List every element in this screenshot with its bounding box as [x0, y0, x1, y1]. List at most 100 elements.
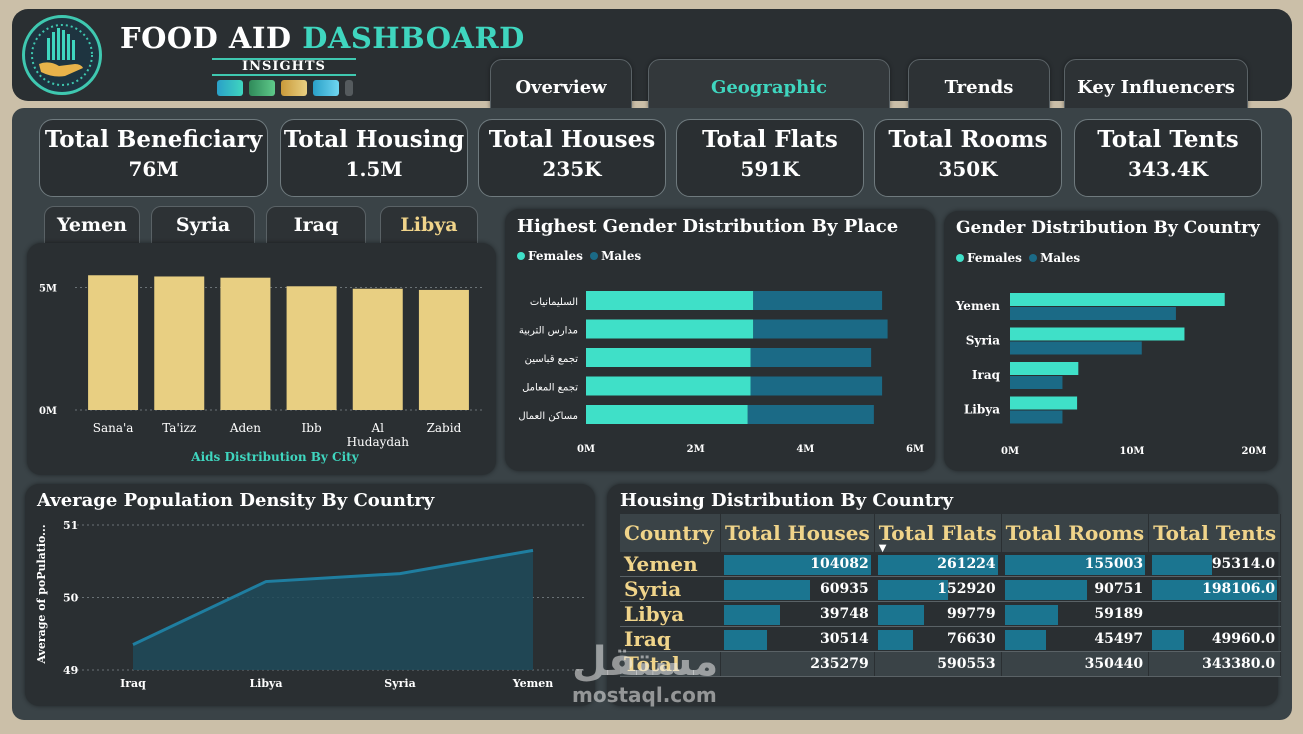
- cell-value: 95314.0: [1211, 556, 1276, 572]
- country-cell: Libya: [620, 601, 721, 627]
- females-bar: [586, 376, 751, 396]
- y-tick-label: تجمع قباسين: [525, 354, 579, 365]
- table-row[interactable]: Libya 39748 99779 59189: [620, 601, 1282, 627]
- data-bar: [877, 555, 998, 575]
- data-bar: [724, 555, 871, 575]
- total-rooms-cell: 350440: [1001, 651, 1150, 677]
- y-tick-label: السليمانيات: [530, 297, 578, 308]
- data-bar-cell: 104082: [724, 553, 871, 575]
- column-header-total-houses[interactable]: Total Houses: [720, 514, 875, 552]
- data-bar-cell: 49960.0: [1152, 628, 1277, 650]
- city-bar: [418, 289, 469, 410]
- total-houses-cell: 235279: [720, 651, 875, 677]
- sort-desc-icon[interactable]: ▼: [878, 543, 887, 554]
- legend-females-label: Females: [967, 251, 1022, 265]
- table-row[interactable]: Iraq 30514 76630 45497 49960.0: [620, 626, 1282, 652]
- country-tab-syria[interactable]: Syria: [151, 206, 255, 246]
- kpi-total-tents: Total Tents 343.4K: [1074, 119, 1262, 197]
- cell-value: 59189: [1094, 606, 1144, 622]
- country-tab-libya[interactable]: Libya: [380, 206, 478, 246]
- data-bar: [1004, 605, 1059, 625]
- column-header-total-tents[interactable]: Total Tents: [1148, 514, 1282, 552]
- tents-cell: [1148, 601, 1282, 627]
- y-tick-label: مساكن العمال: [518, 411, 578, 422]
- houses-cell: 30514: [720, 626, 875, 652]
- tab-key-influencers[interactable]: Key Influencers: [1064, 59, 1248, 109]
- females-bar: [1010, 362, 1079, 375]
- city-bar: [154, 276, 205, 410]
- kpi-value: 235K: [542, 157, 602, 181]
- x-tick-label: 6M: [906, 444, 924, 455]
- x-tick-label: Ibb: [302, 421, 322, 435]
- column-header-total-rooms[interactable]: Total Rooms: [1001, 514, 1150, 552]
- x-tick-label: Ta'izz: [162, 421, 196, 435]
- males-bar: [1010, 307, 1176, 320]
- males-bar: [750, 348, 872, 367]
- header-bar: FOOD AID DASHBOARD INSIGHTS: [12, 9, 1292, 101]
- country-gender-title: Gender Distribution By Country: [956, 218, 1260, 238]
- watermark: مستقل mostaql.com: [572, 640, 718, 706]
- cell-value: 99779: [946, 606, 996, 622]
- logo: [22, 15, 102, 95]
- toggle-icon[interactable]: [345, 80, 353, 96]
- data-bar-cell: 99779: [877, 603, 998, 625]
- cell-value: 49960.0: [1211, 631, 1276, 647]
- males-bar: [1010, 341, 1142, 355]
- x-axis-label: Aids Distribution By City: [190, 450, 359, 464]
- density-area-chart: 49 50 51 Iraq Libya Syria Yemen Average of poPu…: [35, 519, 585, 690]
- males-bar: [1010, 410, 1063, 424]
- kpi-label: Total Rooms: [888, 126, 1048, 153]
- tab-overview[interactable]: Overview: [490, 59, 632, 109]
- tents-cell: 49960.0: [1148, 626, 1282, 652]
- flats-cell: 76630: [874, 626, 1002, 652]
- females-bar: [586, 405, 748, 424]
- kpi-value: 343.4K: [1127, 157, 1208, 181]
- country-tab-yemen[interactable]: Yemen: [44, 206, 140, 246]
- table-row[interactable]: Yemen 104082 261224 155003 95314.0: [620, 552, 1282, 577]
- country-tab-iraq[interactable]: Iraq: [266, 206, 366, 246]
- y-tick-label: مدارس التربية: [519, 326, 578, 337]
- data-bar-cell: 45497: [1004, 628, 1145, 650]
- tab-trends[interactable]: Trends: [908, 59, 1050, 109]
- tab-geographic-distribution[interactable]: Geographic Distribution: [648, 59, 890, 154]
- y-axis-label: Average of poPulatio...: [35, 524, 48, 664]
- title-part1: FOOD AID: [120, 21, 292, 55]
- y-tick-label: تجمع المعامل: [522, 383, 578, 394]
- females-bar: [586, 291, 754, 310]
- x-tick-label: 10M: [1120, 446, 1145, 457]
- cell-value: 30514: [820, 631, 869, 647]
- table-row[interactable]: Syria 60935 152920 90751 198106.0: [620, 576, 1282, 602]
- city-bar: [286, 286, 337, 410]
- kpi-total-housing: Total Housing 1.5M: [280, 119, 468, 197]
- x-tick-label: 0M: [577, 444, 595, 455]
- data-bar: [1152, 630, 1184, 650]
- data-bar-cell: 30514: [724, 628, 871, 650]
- data-bar-cell: 60935: [724, 578, 871, 600]
- x-tick-label: Iraq: [120, 677, 146, 690]
- data-bar-cell: 155003: [1004, 553, 1146, 575]
- hand-icon: [217, 80, 243, 96]
- city-bar: [88, 275, 139, 410]
- density-line: [132, 548, 534, 646]
- females-bar: [586, 319, 754, 339]
- hand-icon: [313, 80, 339, 96]
- rooms-cell: 45497: [1001, 626, 1150, 652]
- females-bar: [1010, 293, 1225, 306]
- cell-value: 90751: [1094, 581, 1144, 597]
- cell-value: 155003: [1084, 556, 1144, 572]
- housing-table: Country Total Houses Total Flats ▼ Total …: [620, 514, 1282, 677]
- country-cell: Syria: [620, 576, 721, 602]
- x-tick-label: Hudaydah: [347, 435, 410, 449]
- density-area: [133, 550, 533, 670]
- houses-cell: 60935: [720, 576, 875, 602]
- data-bar-cell: 76630: [877, 628, 998, 650]
- rooms-cell: 59189: [1001, 601, 1150, 627]
- x-tick-label: Zabid: [427, 421, 462, 435]
- data-bar: [877, 630, 913, 650]
- data-bar: [1004, 555, 1146, 575]
- column-header-total-flats[interactable]: Total Flats ▼: [874, 514, 1002, 554]
- city-chart-panel: 0M 5M Sana'a Ta'izz Aden Ibb Al Hudaydah Zabid Ai…: [27, 243, 496, 475]
- housing-table-title: Housing Distribution By Country: [620, 490, 954, 511]
- column-header-country[interactable]: Country: [620, 514, 721, 552]
- rooms-cell: 155003: [1001, 552, 1150, 577]
